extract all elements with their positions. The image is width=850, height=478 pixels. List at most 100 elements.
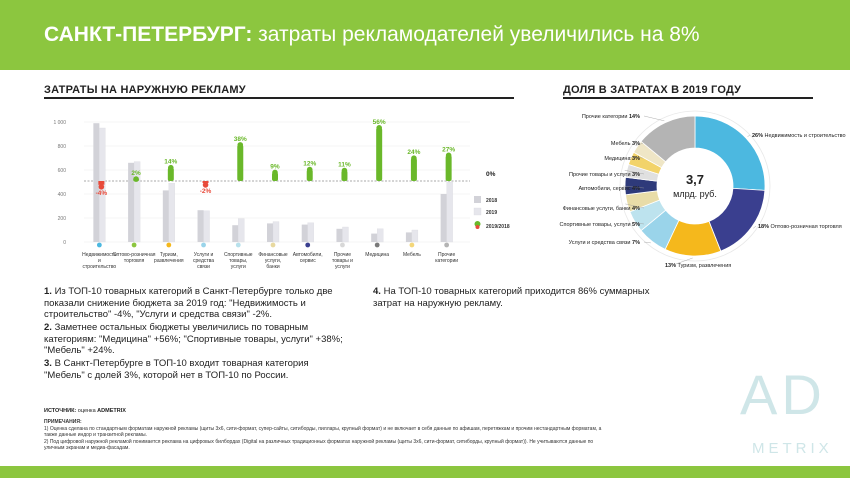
growth-label: 9% bbox=[270, 163, 280, 170]
bar-2019 bbox=[342, 226, 349, 243]
donut-label: Медицина 3% bbox=[604, 156, 640, 162]
growth-dot bbox=[168, 164, 174, 171]
growth-dot bbox=[306, 166, 313, 173]
legend-swatch-ratio-up bbox=[474, 221, 481, 227]
bar-2018 bbox=[128, 162, 135, 242]
header-banner: САНКТ-ПЕТЕРБУРГ: затраты рекламодателей … bbox=[0, 0, 850, 70]
remark-1: 1) Оценка сделана по стандартным формата… bbox=[44, 425, 602, 439]
growth-dot bbox=[98, 184, 105, 190]
bar-2018 bbox=[267, 223, 273, 242]
bar-2018 bbox=[371, 233, 378, 242]
category-icon bbox=[131, 242, 137, 248]
category-icon bbox=[374, 242, 380, 248]
donut-leader bbox=[643, 241, 651, 244]
donut-leader bbox=[633, 222, 645, 225]
category-label: Автомобили, сервис bbox=[293, 252, 323, 264]
bar-2018 bbox=[93, 123, 100, 242]
bar-2018 bbox=[336, 228, 343, 242]
bar-2018 bbox=[162, 190, 169, 242]
donut-label: Прочие товары и услуги 3% bbox=[569, 172, 640, 178]
category-label-line: Прочие bbox=[334, 252, 351, 258]
y-tick-label: 200 bbox=[58, 216, 67, 222]
growth-label: 38% bbox=[234, 136, 247, 143]
donut-leader bbox=[643, 115, 665, 122]
donut-label: Автомобили, сервис 4% bbox=[579, 186, 641, 192]
category-label-line: Мебель bbox=[403, 252, 421, 258]
category-label-line: Услуги и bbox=[194, 252, 214, 258]
admetrix-logo-metrix: METRIX bbox=[752, 440, 833, 457]
bar-2019 bbox=[168, 183, 175, 243]
growth-label: -2% bbox=[200, 188, 212, 195]
donut-label-text: Прочие категории bbox=[582, 114, 629, 120]
donut-label: Прочие категории 14% bbox=[582, 114, 640, 120]
bar-2019 bbox=[307, 222, 314, 243]
growth-bar bbox=[167, 167, 174, 181]
bar-2019 bbox=[377, 228, 384, 243]
growth-bar bbox=[306, 169, 313, 181]
y-tick-label: 400 bbox=[58, 192, 67, 198]
category-label: Мебель bbox=[403, 252, 421, 258]
donut-pct: 3% bbox=[632, 141, 640, 147]
category-label: Прочие категории bbox=[435, 252, 458, 264]
category-label: Спортивные товары, услуги bbox=[224, 252, 253, 270]
bar-2019 bbox=[203, 210, 210, 243]
category-label-line: Спортивные bbox=[224, 252, 253, 258]
category-icon bbox=[201, 242, 206, 248]
donut-pct: 4% bbox=[632, 206, 640, 212]
donut-leader bbox=[672, 257, 693, 266]
category-icon bbox=[235, 242, 241, 248]
category-label-line: связи bbox=[197, 264, 210, 270]
category-label: Недвижимость и строительство bbox=[82, 252, 117, 270]
donut-pct: 13% bbox=[665, 263, 678, 269]
growth-label: -4% bbox=[96, 190, 108, 197]
category-label-line: Туризм, bbox=[160, 252, 178, 258]
donut-leader bbox=[747, 134, 751, 137]
growth-label: 27% bbox=[442, 146, 455, 153]
page-title: САНКТ-ПЕТЕРБУРГ: затраты рекламодателей … bbox=[44, 23, 700, 46]
left-section-underline bbox=[44, 97, 514, 99]
legend-2019: 2019 bbox=[486, 210, 497, 216]
note-2: 2. Заметнее остальных бюджеты увеличилис… bbox=[44, 322, 343, 356]
y-tick-label: 1 000 bbox=[53, 120, 66, 126]
zero-label: 0% bbox=[486, 171, 496, 178]
remarks-block: ПРИМЕЧАНИЯ: 1) Оценка сделана по стандар… bbox=[44, 419, 604, 452]
category-icon bbox=[96, 242, 102, 248]
donut-label-text: Финансовые услуги, банки bbox=[563, 206, 632, 212]
growth-dot bbox=[445, 152, 452, 159]
y-tick-label: 800 bbox=[58, 144, 67, 150]
right-section-title: ДОЛЯ В ЗАТРАТАХ В 2019 ГОДУ bbox=[563, 84, 742, 96]
donut-pct: 14% bbox=[629, 114, 640, 120]
bar-2018 bbox=[405, 232, 412, 242]
donut-label: Спортивные товары, услуги 5% bbox=[560, 222, 641, 228]
category-icon bbox=[340, 242, 345, 248]
category-label-line: банки bbox=[266, 264, 279, 270]
growth-dot bbox=[376, 125, 382, 131]
category-label-line: сервис bbox=[300, 258, 317, 264]
legend-swatch-2018 bbox=[474, 196, 481, 203]
growth-label: 56% bbox=[373, 119, 386, 126]
donut-pct: 3% bbox=[632, 172, 640, 178]
donut-outer-ring bbox=[619, 110, 771, 262]
category-label-line: услуги bbox=[231, 264, 246, 270]
y-tick-label: 600 bbox=[58, 168, 67, 174]
donut-label-text: Туризм, развлечения bbox=[678, 263, 732, 269]
growth-label: 12% bbox=[303, 161, 316, 168]
bar-2019 bbox=[133, 161, 141, 243]
bar-2018 bbox=[301, 224, 308, 242]
category-label-line: Прочие bbox=[438, 252, 455, 258]
category-label-line: Оптово-розничная bbox=[113, 252, 156, 258]
category-icon bbox=[409, 242, 415, 248]
donut-label-text: Медицина bbox=[604, 156, 632, 162]
donut-label-text: Оптово-розничная торговля bbox=[771, 224, 842, 230]
legend-swatch-2019 bbox=[473, 207, 482, 216]
donut-label: Финансовые услуги, банки 4% bbox=[563, 206, 640, 212]
donut-pct: 26% bbox=[752, 133, 765, 139]
footer-bar bbox=[0, 466, 850, 478]
donut-label-text: Мебель bbox=[611, 141, 632, 147]
donut-label: Мебель 3% bbox=[611, 141, 640, 147]
growth-dot bbox=[133, 176, 139, 182]
growth-dot bbox=[411, 155, 417, 161]
category-label-line: товары, bbox=[229, 258, 247, 264]
admetrix-logo-ad: AD bbox=[740, 363, 826, 426]
